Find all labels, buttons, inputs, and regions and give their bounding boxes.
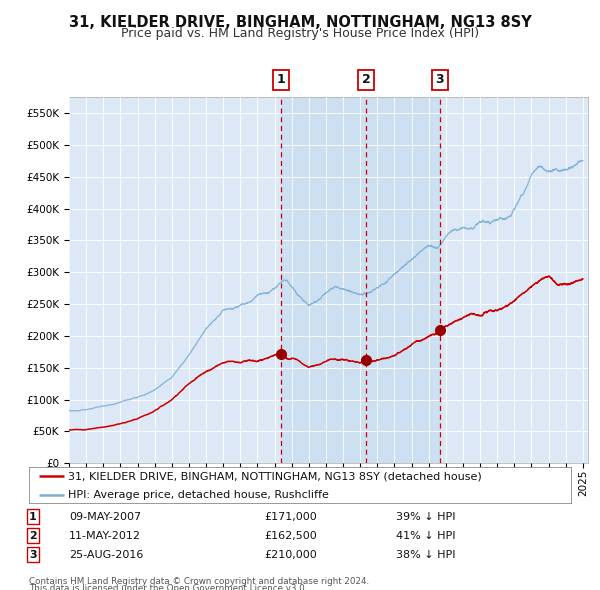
Text: HPI: Average price, detached house, Rushcliffe: HPI: Average price, detached house, Rush…	[68, 490, 329, 500]
Text: 31, KIELDER DRIVE, BINGHAM, NOTTINGHAM, NG13 8SY (detached house): 31, KIELDER DRIVE, BINGHAM, NOTTINGHAM, …	[68, 471, 482, 481]
Text: 41% ↓ HPI: 41% ↓ HPI	[396, 531, 455, 540]
Text: 38% ↓ HPI: 38% ↓ HPI	[396, 550, 455, 559]
Text: 3: 3	[29, 550, 37, 559]
Text: 2: 2	[29, 531, 37, 540]
Text: 31, KIELDER DRIVE, BINGHAM, NOTTINGHAM, NG13 8SY: 31, KIELDER DRIVE, BINGHAM, NOTTINGHAM, …	[68, 15, 532, 30]
Text: £210,000: £210,000	[264, 550, 317, 559]
Text: 39% ↓ HPI: 39% ↓ HPI	[396, 512, 455, 522]
Text: 1: 1	[277, 73, 285, 86]
Text: £171,000: £171,000	[264, 512, 317, 522]
Text: Price paid vs. HM Land Registry's House Price Index (HPI): Price paid vs. HM Land Registry's House …	[121, 27, 479, 40]
Text: 09-MAY-2007: 09-MAY-2007	[69, 512, 141, 522]
Text: 3: 3	[436, 73, 444, 86]
Text: £162,500: £162,500	[264, 531, 317, 540]
Text: Contains HM Land Registry data © Crown copyright and database right 2024.: Contains HM Land Registry data © Crown c…	[29, 577, 369, 586]
Bar	[281, 97, 440, 463]
Text: 25-AUG-2016: 25-AUG-2016	[69, 550, 143, 559]
Text: This data is licensed under the Open Government Licence v3.0.: This data is licensed under the Open Gov…	[29, 584, 307, 590]
Text: 11-MAY-2012: 11-MAY-2012	[69, 531, 141, 540]
Text: 2: 2	[362, 73, 371, 86]
Text: 1: 1	[29, 512, 37, 522]
